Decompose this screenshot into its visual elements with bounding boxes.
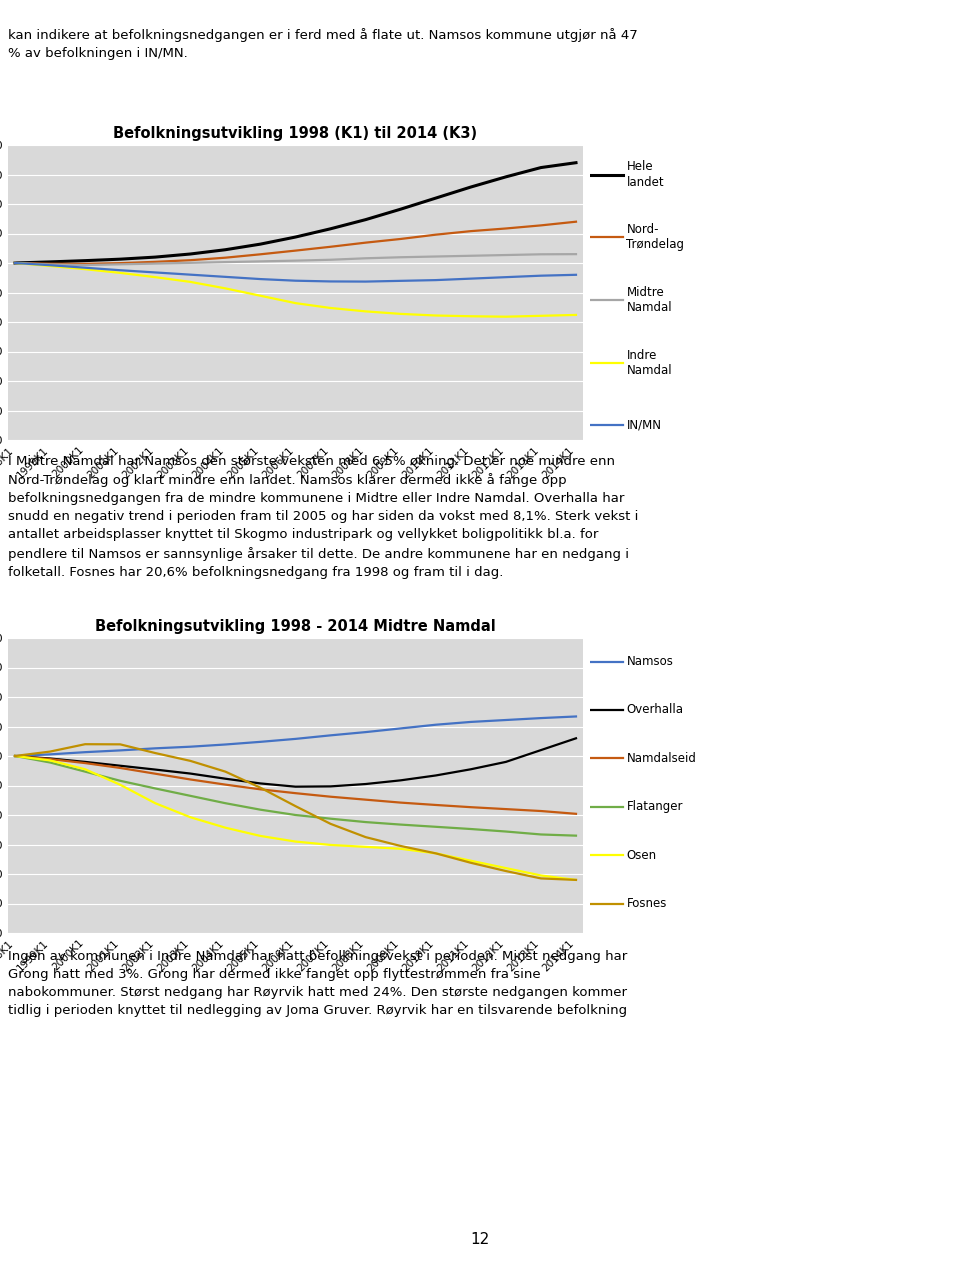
- Text: Namsos: Namsos: [626, 655, 673, 668]
- Text: Overhalla: Overhalla: [626, 703, 684, 716]
- Text: I Midtre Namdal har Namsos den største veksten med 6,5% økning. Det er noe mindr: I Midtre Namdal har Namsos den største v…: [8, 455, 638, 579]
- Text: Osen: Osen: [626, 849, 657, 861]
- Text: IN/MN: IN/MN: [626, 419, 661, 431]
- Text: kan indikere at befolkningsnedgangen er i ferd med å flate ut. Namsos kommune ut: kan indikere at befolkningsnedgangen er …: [8, 28, 637, 59]
- Text: 12: 12: [470, 1232, 490, 1247]
- Text: Namdalseid: Namdalseid: [626, 751, 696, 765]
- Text: Indre
Namdal: Indre Namdal: [626, 349, 672, 377]
- Text: Nord-
Trøndelag: Nord- Trøndelag: [626, 223, 684, 252]
- Text: Hele
landet: Hele landet: [626, 161, 664, 188]
- Text: Fosnes: Fosnes: [626, 897, 667, 910]
- Title: Befolkningsutvikling 1998 - 2014 Midtre Namdal: Befolkningsutvikling 1998 - 2014 Midtre …: [95, 619, 496, 634]
- Text: Flatanger: Flatanger: [626, 801, 683, 813]
- Title: Befolkningsutvikling 1998 (K1) til 2014 (K3): Befolkningsutvikling 1998 (K1) til 2014 …: [113, 126, 477, 142]
- Text: Ingen av kommunen i Indre Namdal har hatt befolkningsvekst i perioden. Minst ned: Ingen av kommunen i Indre Namdal har hat…: [8, 950, 627, 1017]
- Text: Midtre
Namdal: Midtre Namdal: [626, 286, 672, 314]
